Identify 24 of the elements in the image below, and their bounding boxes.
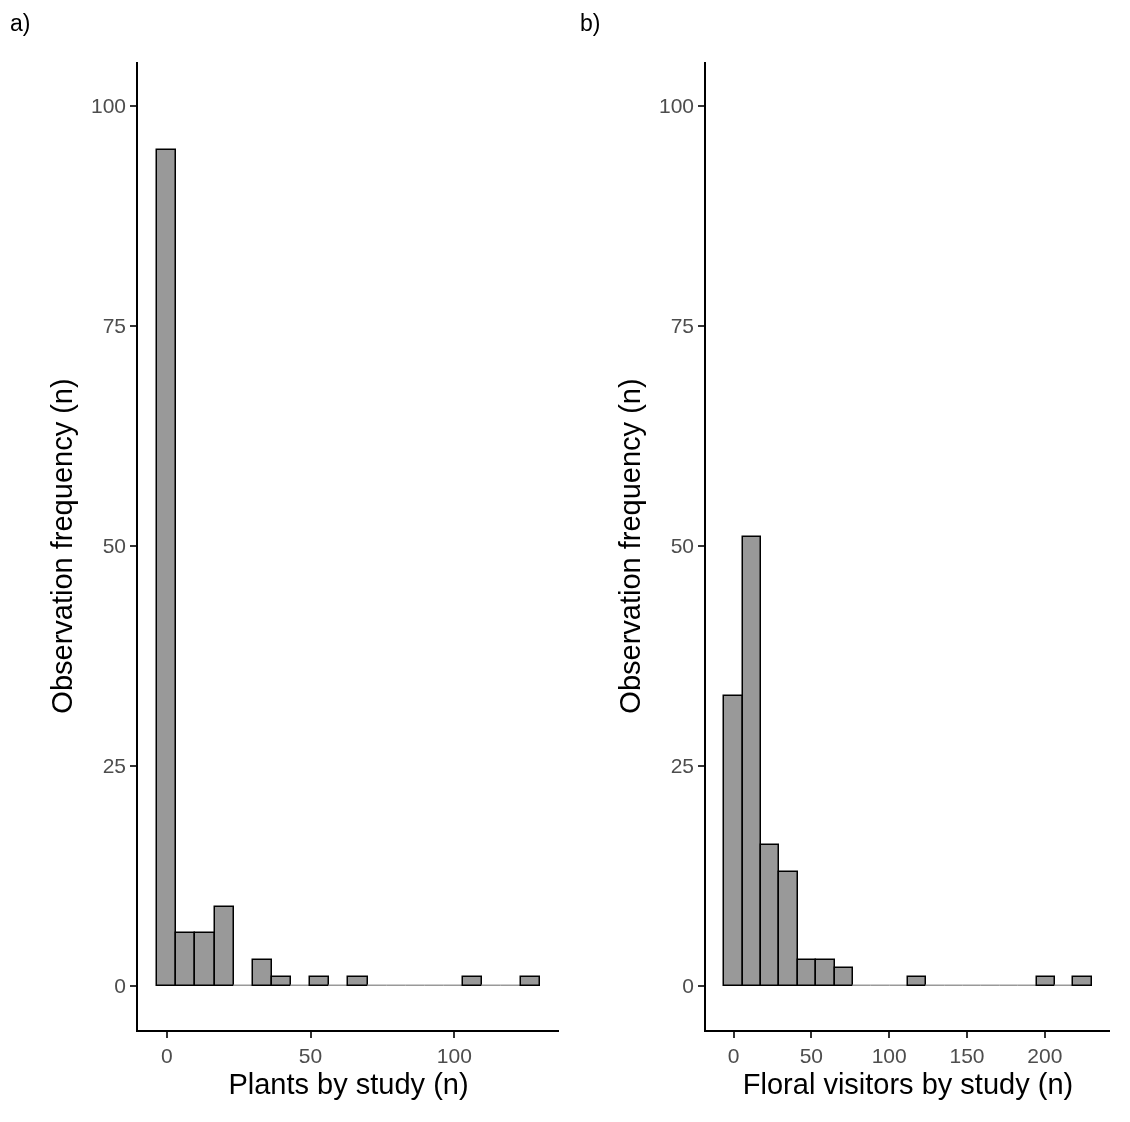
y-tick-label: 75 (670, 314, 695, 338)
x-tick-label: 200 (1027, 1043, 1063, 1067)
y-tick-label: 75 (102, 314, 127, 338)
x-tick-label: 100 (871, 1043, 907, 1067)
y-axis-title: Observation frequency (n) (45, 378, 78, 714)
y-tick-label: 0 (114, 974, 127, 998)
x-tick-label: 0 (160, 1043, 173, 1067)
y-tick-label: 25 (670, 754, 695, 778)
y-tick-label: 0 (682, 974, 695, 998)
x-tick-label: 150 (949, 1043, 985, 1067)
x-axis-title: Plants by study (n) (228, 1068, 469, 1101)
y-tick-label: 25 (102, 754, 127, 778)
y-axis-title: Observation frequency (n) (613, 378, 646, 714)
x-tick-label: 100 (436, 1043, 472, 1067)
y-tick-label: 100 (91, 94, 127, 118)
x-tick-label: 50 (298, 1043, 323, 1067)
text: a) (10, 10, 31, 36)
x-axis-title: Floral visitors by study (n) (742, 1068, 1074, 1101)
y-tick-label: 50 (670, 534, 695, 558)
y-tick-label: 100 (659, 94, 695, 118)
text: b) (580, 10, 601, 36)
y-tick-label: 50 (102, 534, 127, 558)
x-tick-label: 50 (799, 1043, 824, 1067)
x-tick-label: 0 (727, 1043, 740, 1067)
